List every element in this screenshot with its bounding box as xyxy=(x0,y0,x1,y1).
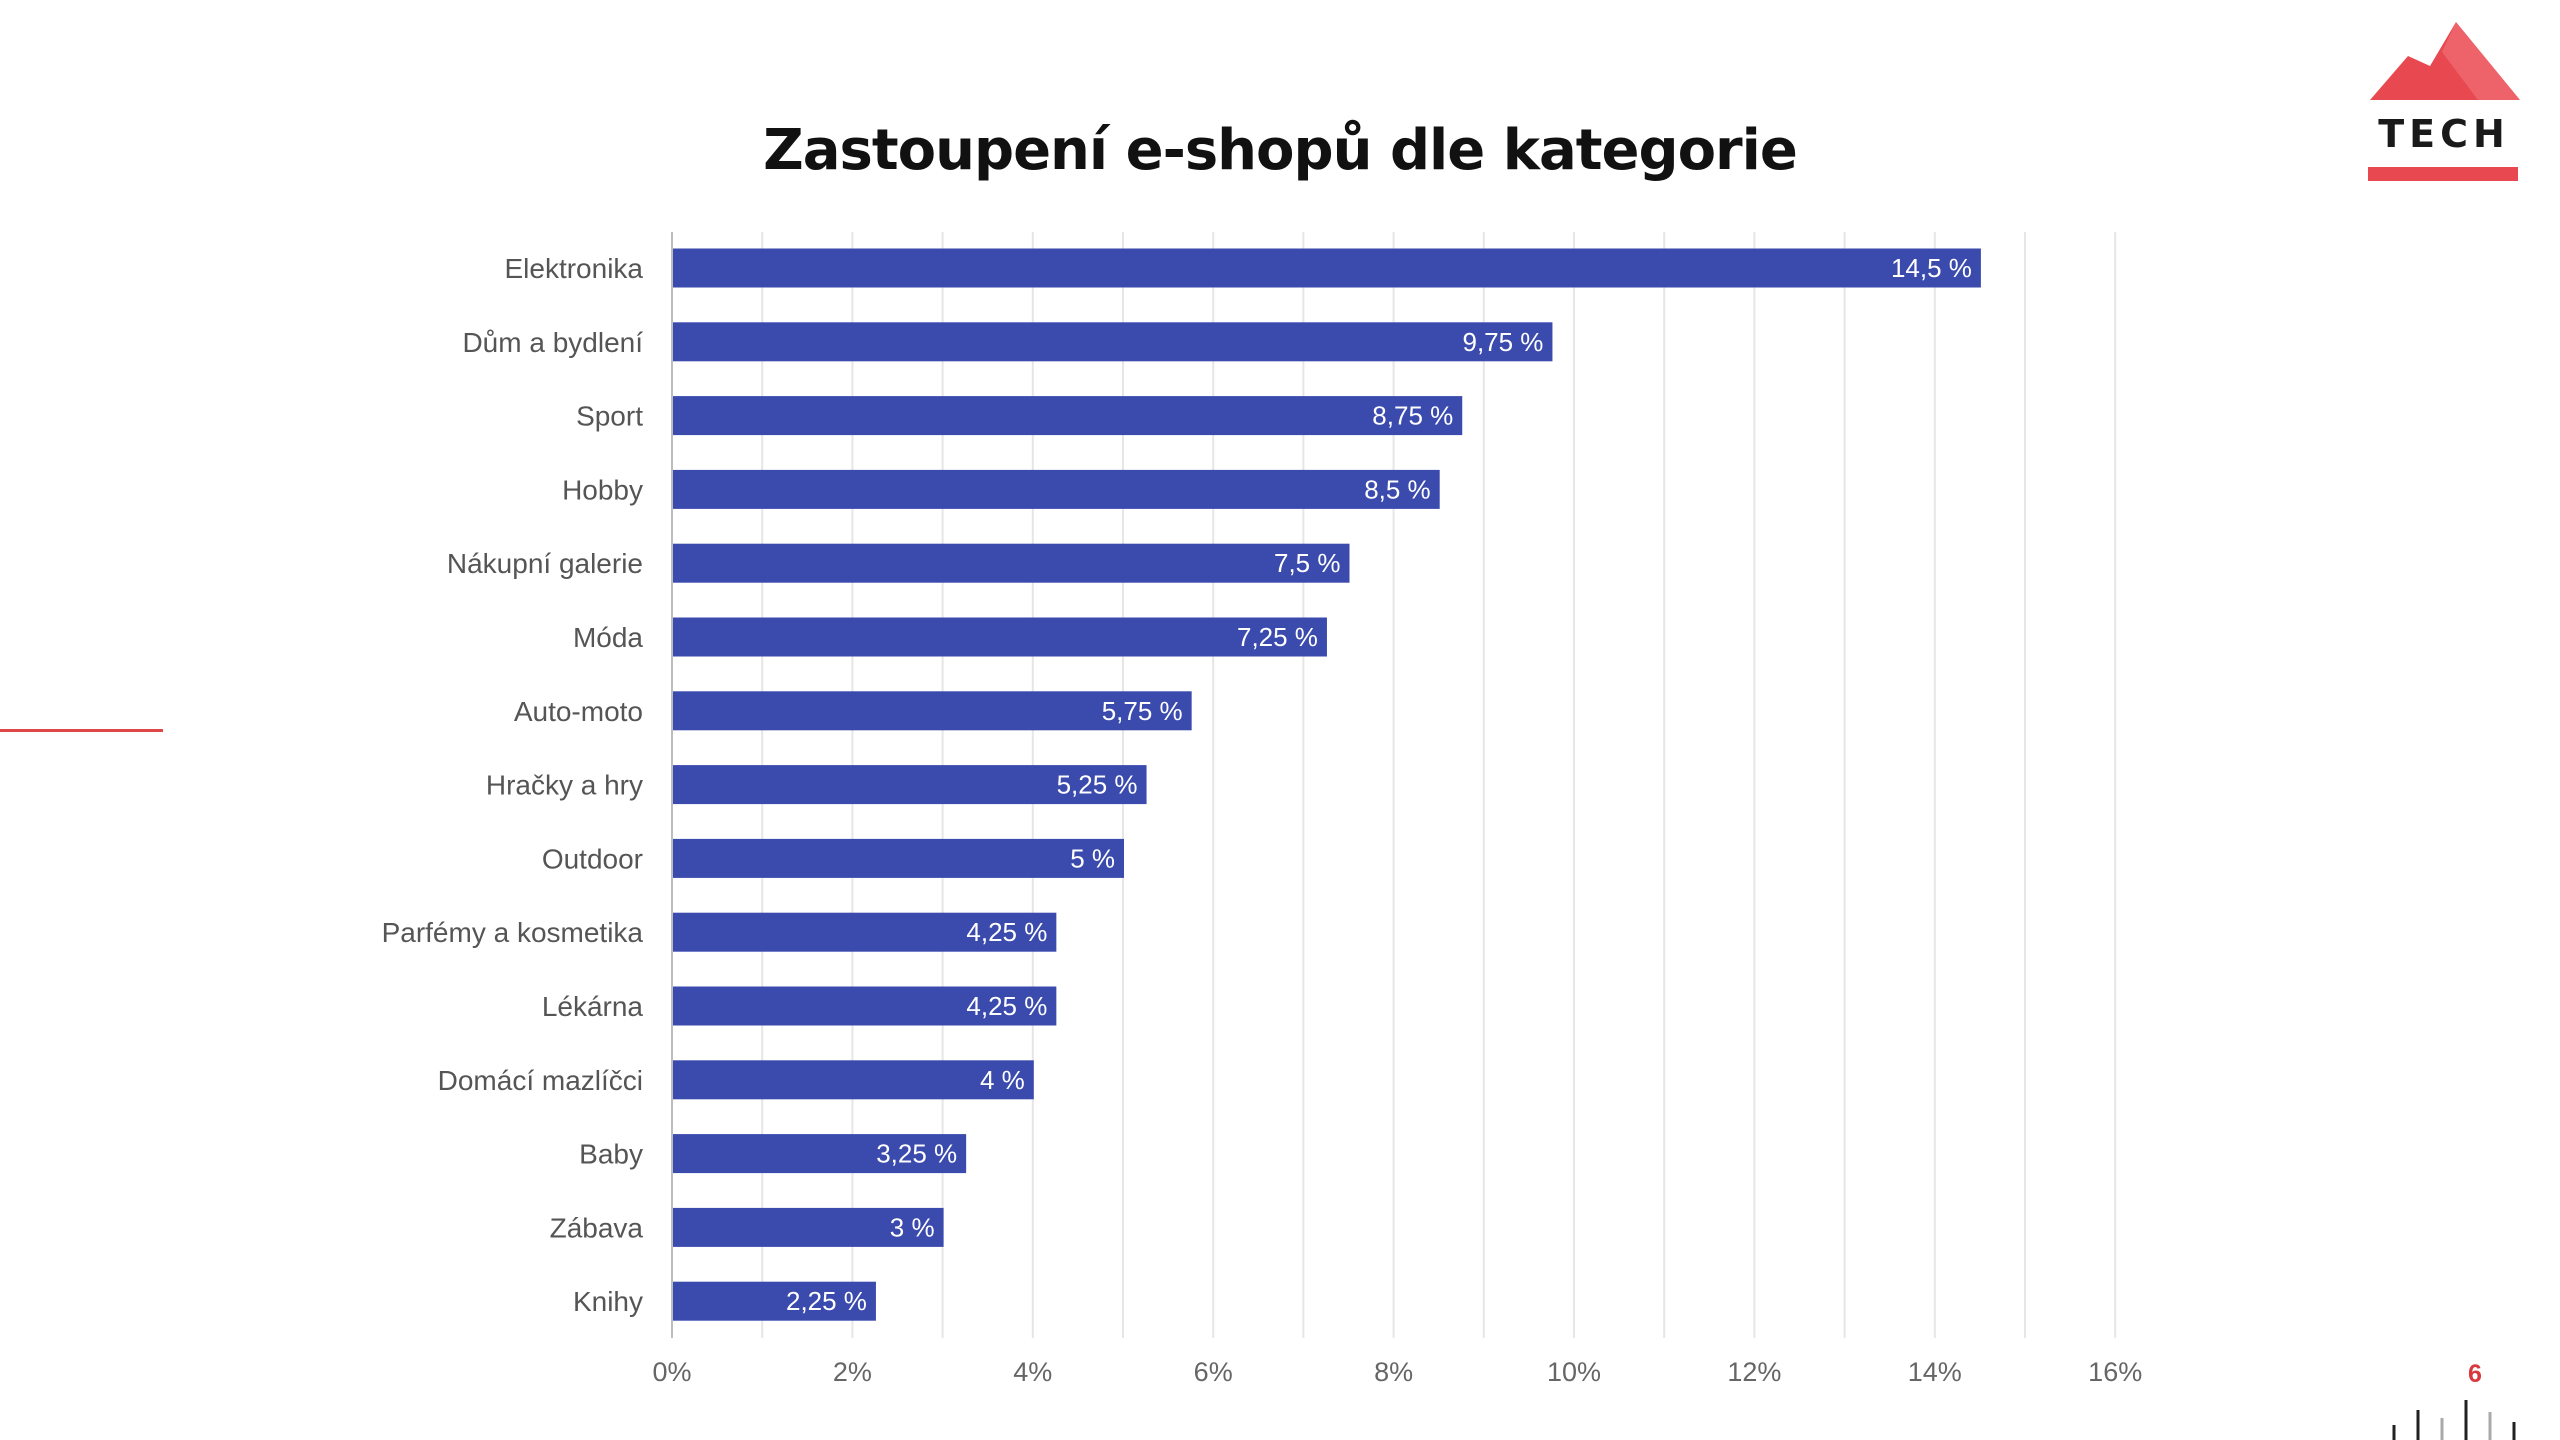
x-tick-label: 6% xyxy=(1194,1357,1233,1387)
x-tick-label: 2% xyxy=(833,1357,872,1387)
decorative-ticks xyxy=(2392,1400,2516,1440)
category-label: Hobby xyxy=(562,474,643,505)
category-label: Nákupní galerie xyxy=(447,548,643,579)
page-number: 6 xyxy=(2468,1360,2482,1388)
data-label: 8,5 % xyxy=(1364,474,1431,504)
category-label: Knihy xyxy=(573,1286,643,1317)
data-label: 4,25 % xyxy=(966,991,1047,1021)
decorative-red-line xyxy=(0,729,163,732)
x-tick-label: 10% xyxy=(1547,1357,1601,1387)
x-tick-label: 4% xyxy=(1013,1357,1052,1387)
data-label: 3,25 % xyxy=(876,1139,957,1169)
bar xyxy=(673,1281,876,1321)
data-label: 7,5 % xyxy=(1274,548,1341,578)
category-label: Zábava xyxy=(550,1212,644,1243)
bar xyxy=(673,396,1463,436)
bar xyxy=(673,1134,967,1174)
logo-underline xyxy=(2368,167,2518,181)
bar xyxy=(673,248,1981,288)
data-label: 8,75 % xyxy=(1372,401,1453,431)
bar xyxy=(673,912,1057,952)
data-label: 4,25 % xyxy=(966,917,1047,947)
data-label: 3 % xyxy=(890,1212,935,1242)
data-label: 5 % xyxy=(1070,843,1115,873)
bar xyxy=(673,765,1147,805)
category-label: Hračky a hry xyxy=(486,770,643,801)
x-tick-label: 14% xyxy=(1908,1357,1962,1387)
data-label: 4 % xyxy=(980,1065,1025,1095)
data-label: 2,25 % xyxy=(786,1286,867,1316)
bar xyxy=(673,691,1192,731)
data-label: 9,75 % xyxy=(1462,327,1543,357)
bar xyxy=(673,617,1327,657)
bar xyxy=(673,986,1057,1026)
data-label: 7,25 % xyxy=(1237,622,1318,652)
category-label: Auto-moto xyxy=(514,696,643,727)
category-label: Parfémy a kosmetika xyxy=(382,917,644,948)
category-label: Domácí mazlíčci xyxy=(438,1065,643,1096)
x-tick-label: 0% xyxy=(652,1357,691,1387)
bar xyxy=(673,543,1350,583)
bar xyxy=(673,469,1440,509)
category-label: Outdoor xyxy=(542,843,643,874)
bar xyxy=(673,1060,1034,1100)
category-label: Sport xyxy=(576,401,643,432)
mountain-logo-icon xyxy=(2370,22,2520,100)
bar xyxy=(673,838,1124,878)
category-label: Elektronika xyxy=(504,253,643,284)
category-label: Móda xyxy=(573,622,643,653)
data-label: 14,5 % xyxy=(1891,253,1972,283)
category-label: Dům a bydlení xyxy=(462,327,643,358)
bar xyxy=(673,322,1553,362)
category-label: Lékárna xyxy=(542,991,644,1022)
data-label: 5,75 % xyxy=(1102,696,1183,726)
x-tick-label: 12% xyxy=(1727,1357,1781,1387)
bar xyxy=(673,1207,944,1247)
data-label: 5,25 % xyxy=(1057,770,1138,800)
logo-text: TECH xyxy=(2378,112,2510,156)
chart-title: Zastoupení e-shopů dle kategorie xyxy=(763,118,1798,183)
x-tick-label: 16% xyxy=(2088,1357,2142,1387)
category-label: Baby xyxy=(579,1139,643,1170)
x-tick-label: 8% xyxy=(1374,1357,1413,1387)
